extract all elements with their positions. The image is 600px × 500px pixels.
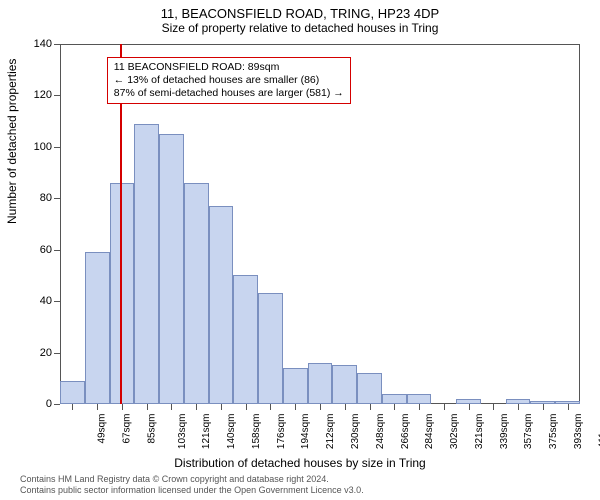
x-tick: [270, 404, 271, 410]
x-tick-label: 194sqm: [301, 414, 312, 450]
x-tick: [196, 404, 197, 410]
y-tick-label: 80: [40, 192, 60, 204]
x-tick-label: 393sqm: [573, 414, 584, 450]
chart-subtitle: Size of property relative to detached ho…: [0, 21, 600, 37]
bar: [382, 394, 407, 404]
x-tick: [122, 404, 123, 410]
x-tick: [493, 404, 494, 410]
footer-line-2: Contains public sector information licen…: [20, 485, 364, 496]
bar: [308, 363, 333, 404]
annotation-line: 87% of semi-detached houses are larger (…: [114, 87, 344, 100]
bar: [407, 394, 432, 404]
x-tick-label: 212sqm: [325, 414, 336, 450]
x-tick-label: 266sqm: [400, 414, 411, 450]
y-tick-label: 0: [46, 398, 60, 410]
bar: [283, 368, 308, 404]
y-tick-label: 40: [40, 295, 60, 307]
x-tick-label: 140sqm: [226, 414, 237, 450]
x-tick: [394, 404, 395, 410]
annotation-line: 11 BEACONSFIELD ROAD: 89sqm: [114, 61, 344, 74]
x-tick-label: 302sqm: [449, 414, 460, 450]
x-tick: [419, 404, 420, 410]
x-tick-label: 339sqm: [499, 414, 510, 450]
y-tick-label: 60: [40, 244, 60, 256]
bar: [60, 381, 85, 404]
y-tick-label: 120: [34, 89, 60, 101]
y-axis-label: Number of detached properties: [5, 59, 19, 224]
x-tick: [320, 404, 321, 410]
bar: [332, 365, 357, 404]
bar: [134, 124, 159, 404]
x-tick: [543, 404, 544, 410]
bar: [209, 206, 234, 404]
x-tick-label: 248sqm: [375, 414, 386, 450]
x-tick-label: 121sqm: [202, 414, 213, 450]
bar: [110, 183, 135, 404]
x-tick: [345, 404, 346, 410]
x-tick: [72, 404, 73, 410]
x-tick: [147, 404, 148, 410]
annotation-line: ← 13% of detached houses are smaller (86…: [114, 74, 344, 87]
annotation-box: 11 BEACONSFIELD ROAD: 89sqm← 13% of deta…: [107, 57, 351, 104]
x-tick: [518, 404, 519, 410]
y-tick-label: 100: [34, 141, 60, 153]
x-axis-label: Distribution of detached houses by size …: [0, 456, 600, 470]
y-tick-label: 140: [34, 38, 60, 50]
bar: [85, 252, 110, 404]
x-tick: [246, 404, 247, 410]
x-tick: [97, 404, 98, 410]
x-tick-label: 284sqm: [424, 414, 435, 450]
bar: [233, 275, 258, 404]
x-tick-label: 158sqm: [251, 414, 262, 450]
x-tick: [370, 404, 371, 410]
x-tick-label: 67sqm: [122, 414, 133, 444]
x-tick-label: 375sqm: [548, 414, 559, 450]
x-tick-label: 103sqm: [177, 414, 188, 450]
y-tick-label: 20: [40, 347, 60, 359]
bar: [258, 293, 283, 404]
x-tick: [469, 404, 470, 410]
chart-footer: Contains HM Land Registry data © Crown c…: [20, 474, 364, 496]
x-tick: [568, 404, 569, 410]
x-tick-label: 230sqm: [350, 414, 361, 450]
x-tick: [444, 404, 445, 410]
x-tick: [171, 404, 172, 410]
x-tick-label: 357sqm: [523, 414, 534, 450]
footer-line-1: Contains HM Land Registry data © Crown c…: [20, 474, 364, 485]
chart-plot-area: 02040608010012014049sqm67sqm85sqm103sqm1…: [60, 44, 580, 404]
x-tick: [221, 404, 222, 410]
x-tick-label: 321sqm: [474, 414, 485, 450]
bar: [357, 373, 382, 404]
bar: [184, 183, 209, 404]
x-tick-label: 49sqm: [97, 414, 108, 444]
x-tick-label: 85sqm: [146, 414, 157, 444]
x-tick-label: 176sqm: [276, 414, 287, 450]
chart-title: 11, BEACONSFIELD ROAD, TRING, HP23 4DP: [0, 0, 600, 21]
x-tick: [295, 404, 296, 410]
bar: [159, 134, 184, 404]
